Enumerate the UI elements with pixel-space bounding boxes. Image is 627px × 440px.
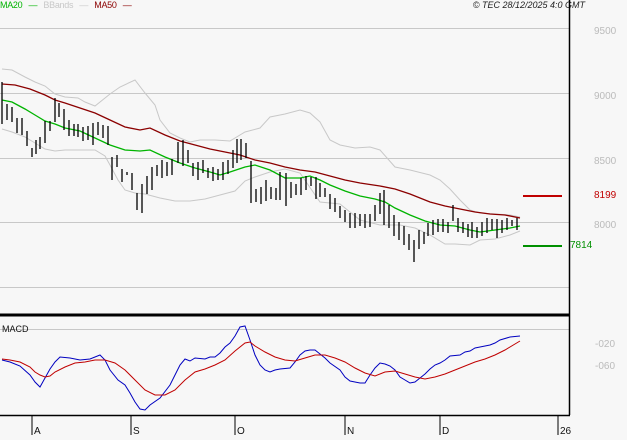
y-tick-8000: 8000 xyxy=(594,220,617,231)
macd-signal-line xyxy=(1,340,521,396)
y-tick-9000: 9000 xyxy=(594,91,617,102)
macd-line xyxy=(1,325,521,411)
x-label-2026: 26 xyxy=(560,426,572,437)
y-tick-9500: 9500 xyxy=(594,26,617,37)
macd-tick-neg60: -060 xyxy=(595,361,616,372)
legend-ma50: MA50 — xyxy=(94,0,132,10)
y-tick-8500: 8500 xyxy=(594,156,617,167)
price-bars xyxy=(1,82,518,262)
macd-tick-neg20: -020 xyxy=(595,339,616,350)
legend-bbands: BBands — xyxy=(43,0,89,10)
x-label-sep: S xyxy=(133,426,140,437)
bollinger-bands xyxy=(1,68,521,246)
x-label-nov: N xyxy=(347,426,355,437)
ma50-line xyxy=(1,83,521,219)
price-gridlines xyxy=(0,28,569,330)
macd-title: MACD xyxy=(2,324,29,334)
x-label-oct: O xyxy=(237,426,245,437)
x-label-dec: D xyxy=(442,426,450,437)
chart-legend: MA20 — BBands — MA50 — xyxy=(0,0,135,10)
ma20-value-tag: 7814 xyxy=(570,240,593,251)
legend-ma20: MA20 — xyxy=(0,0,38,10)
chart-credit: © TEC 28/12/2025 4:0 GMT xyxy=(472,0,585,10)
ma20-line xyxy=(1,99,521,233)
ma50-value-tag: 8199 xyxy=(594,190,617,201)
x-label-aug: A xyxy=(34,426,41,437)
x-axis-ticks xyxy=(31,416,559,435)
